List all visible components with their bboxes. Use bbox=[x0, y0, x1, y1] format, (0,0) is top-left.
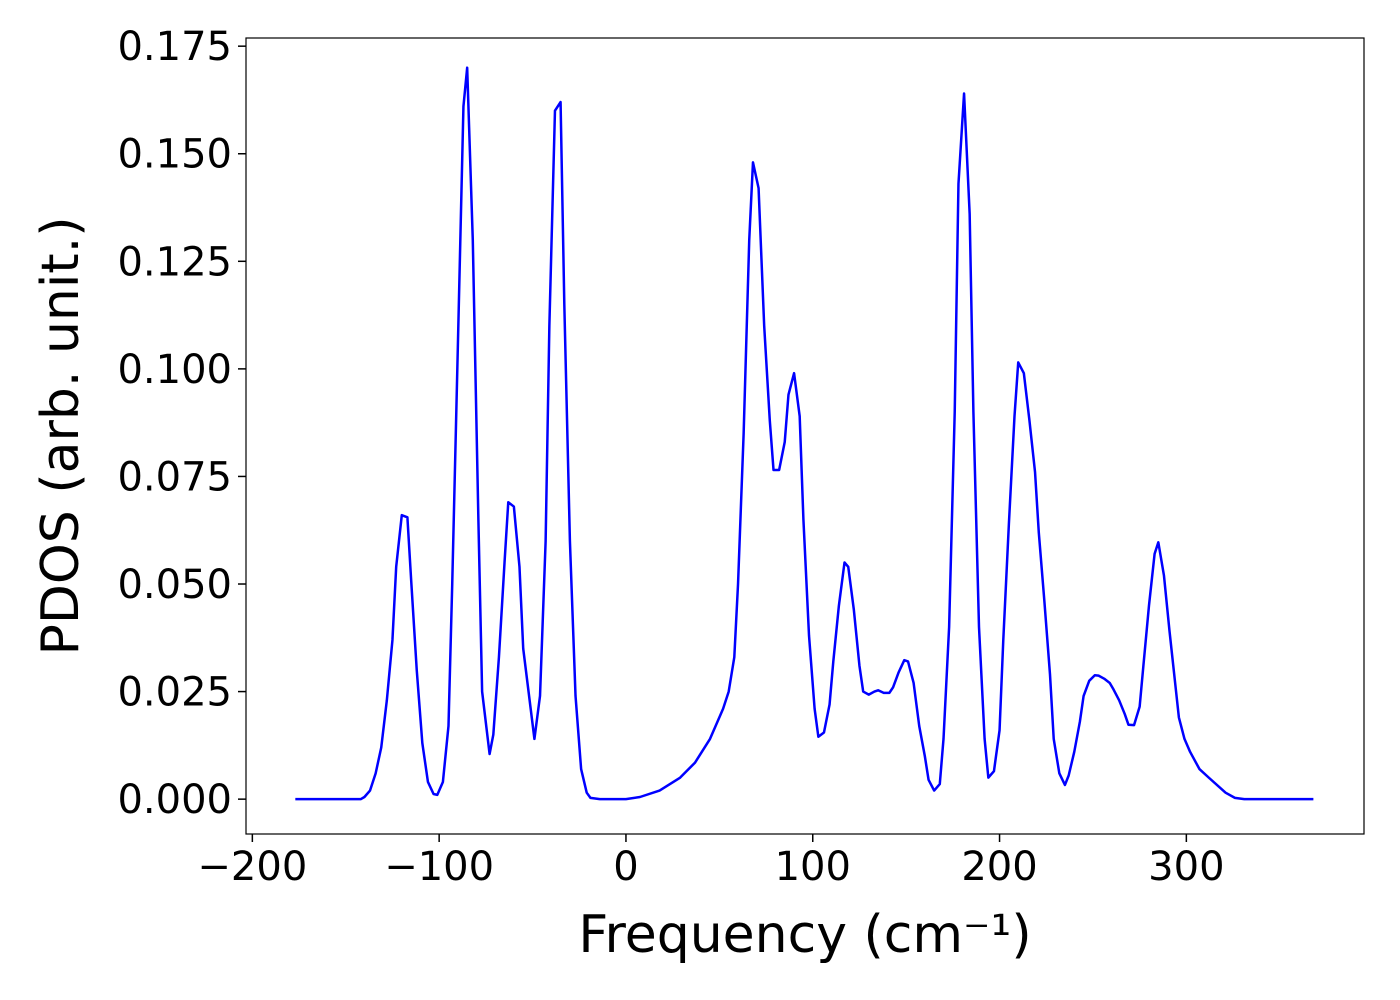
y-tick-label: 0.125 bbox=[117, 239, 232, 285]
y-tick-label: 0.075 bbox=[117, 454, 232, 500]
x-tick-label: 100 bbox=[775, 844, 851, 890]
data-line bbox=[295, 66, 1314, 801]
y-tick-label: 0.025 bbox=[117, 670, 232, 716]
y-tick-label: 0.150 bbox=[117, 132, 232, 178]
x-axis-label: Frequency (cm⁻¹) bbox=[578, 905, 1031, 965]
plot-frame bbox=[245, 37, 1365, 835]
y-tick-label: 0.100 bbox=[117, 347, 232, 393]
y-tick-label: 0.175 bbox=[117, 24, 232, 70]
y-tick-label: 0.000 bbox=[117, 777, 232, 823]
x-tick-label: 0 bbox=[613, 844, 638, 890]
x-tick-label: 300 bbox=[1148, 844, 1224, 890]
x-tick-label: −200 bbox=[197, 844, 307, 890]
x-tick-label: 200 bbox=[961, 844, 1037, 890]
y-tick-label: 0.050 bbox=[117, 562, 232, 608]
y-axis-label: PDOS (arb. unit.) bbox=[31, 216, 91, 655]
x-tick-label: −100 bbox=[384, 844, 494, 890]
